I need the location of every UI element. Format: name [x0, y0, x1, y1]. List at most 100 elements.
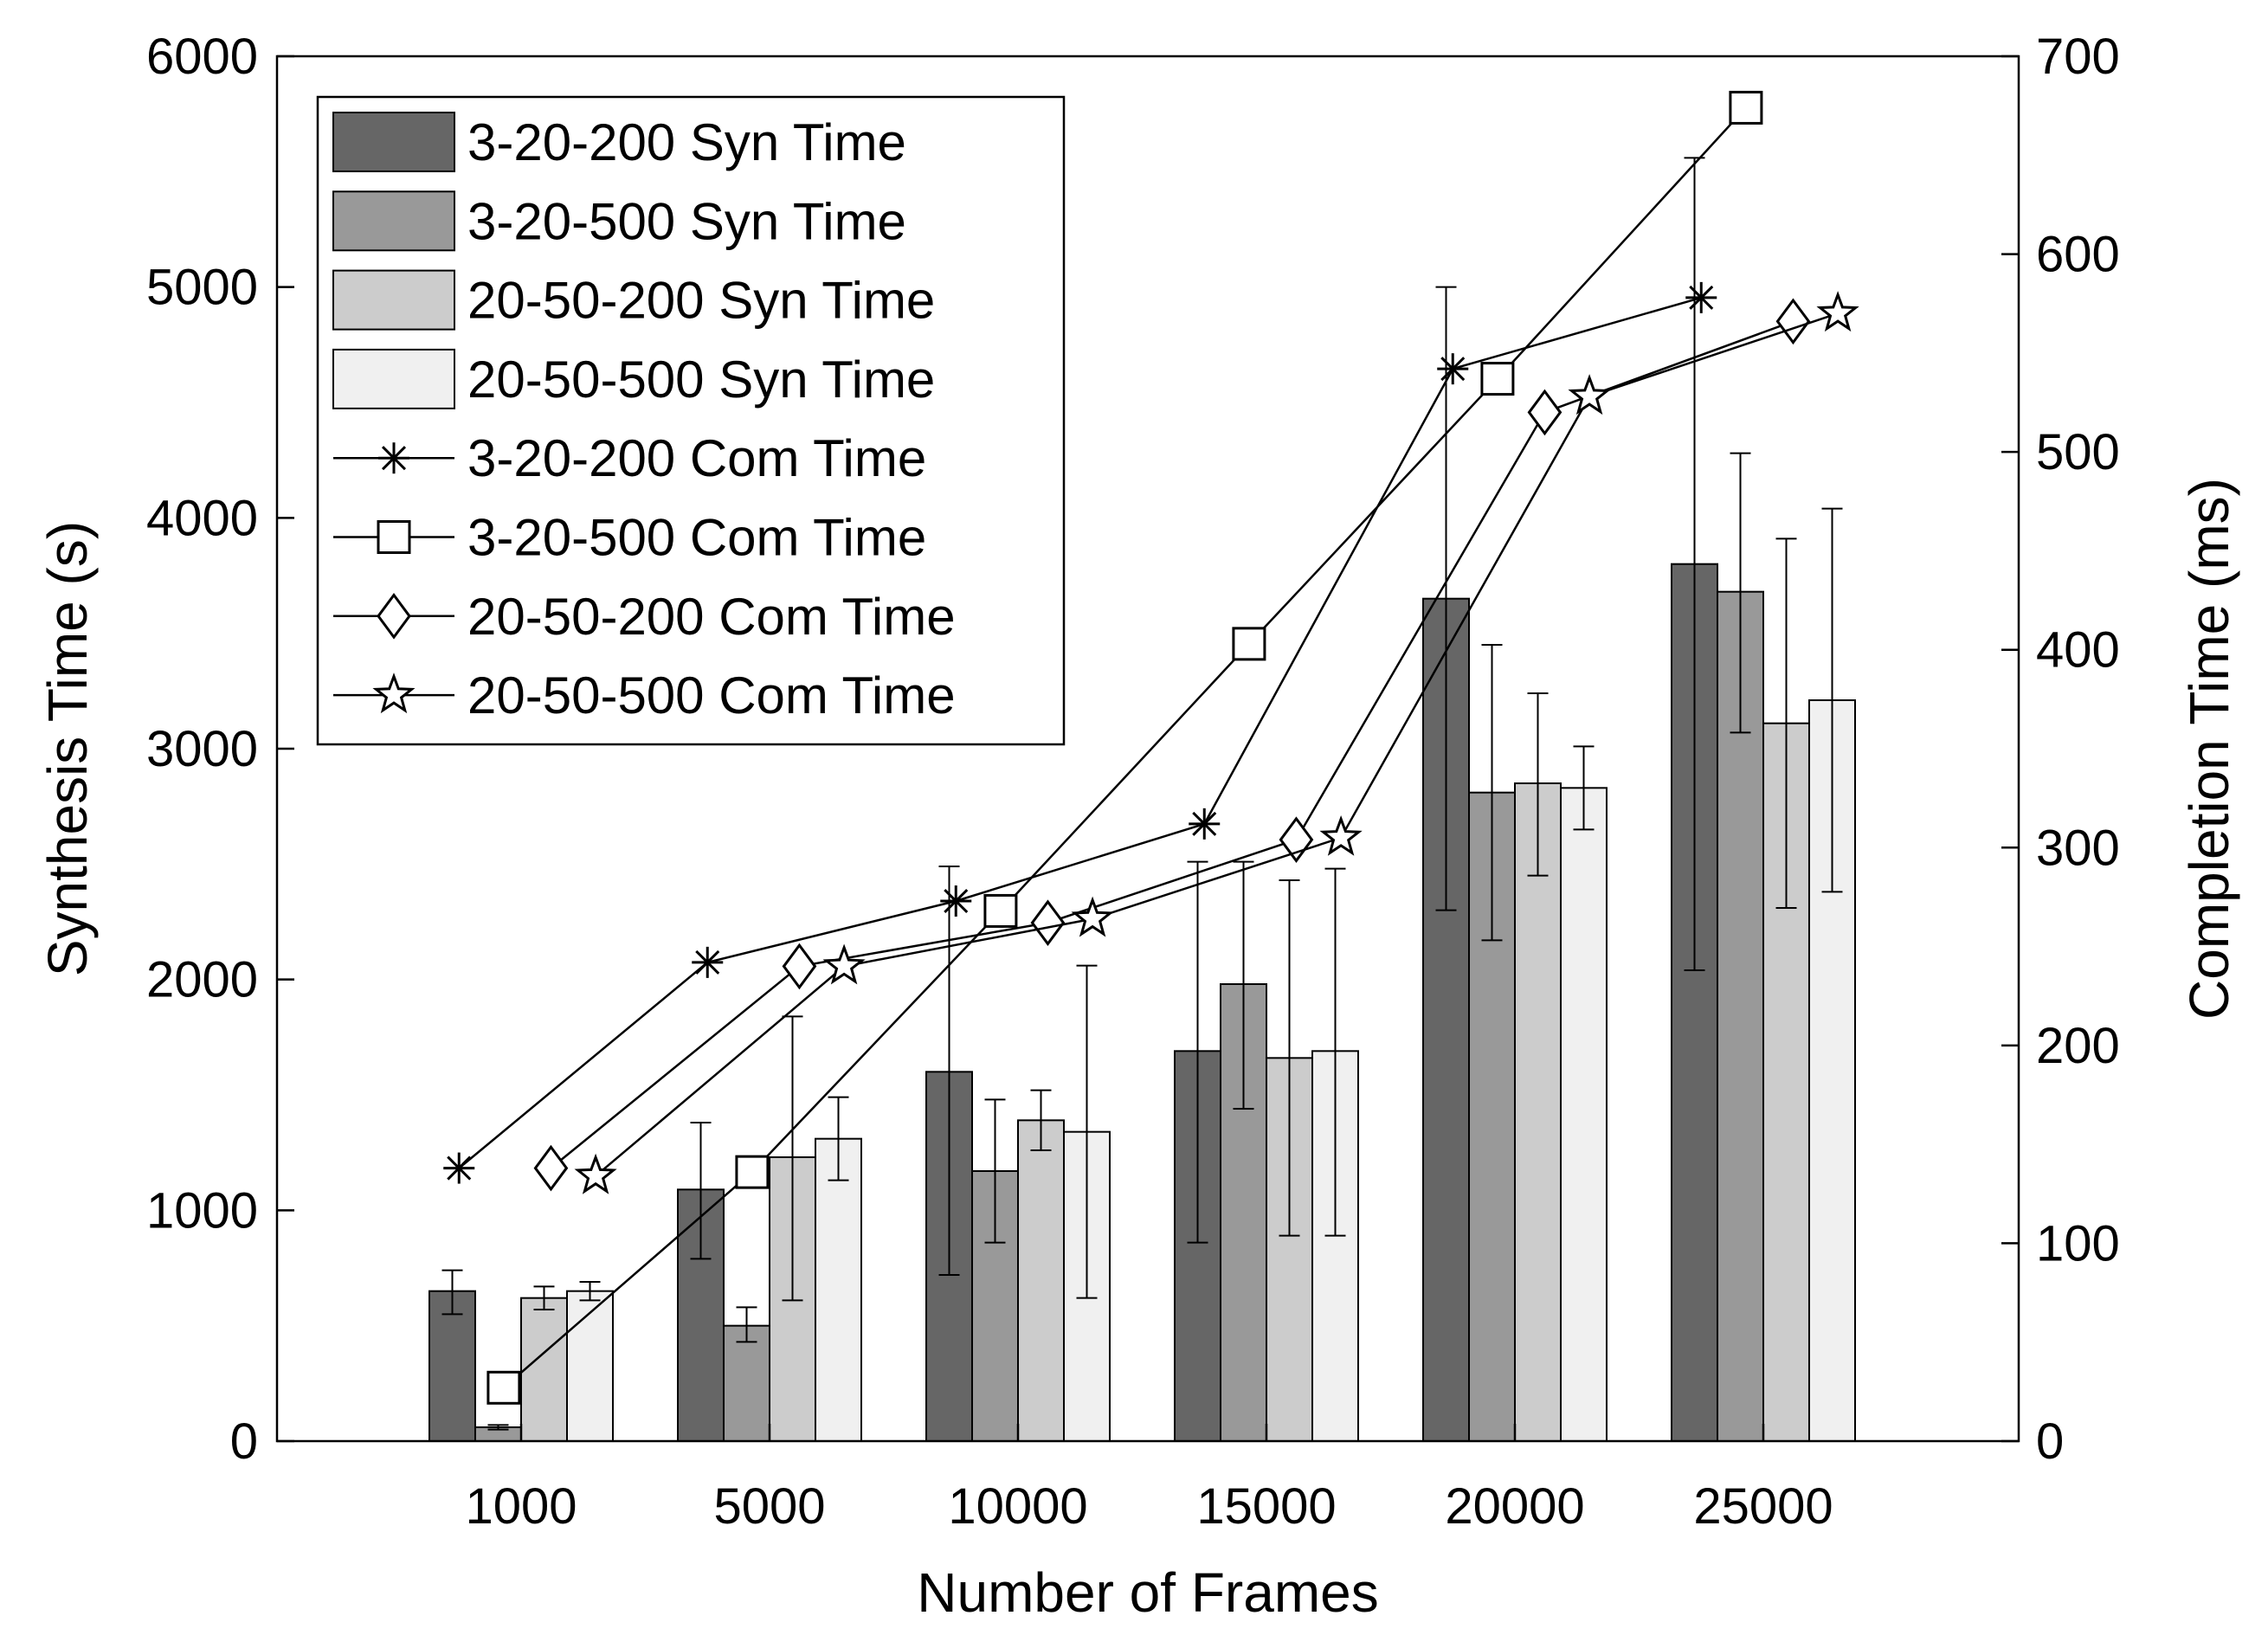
marker-s2-p2	[735, 1155, 770, 1189]
legend-marker-8-shape	[372, 673, 416, 714]
marker-s4-p5-shape	[1568, 374, 1611, 415]
marker-s3-p6	[1775, 298, 1811, 345]
legend-entry-6: 3-20-500 Com Time	[333, 509, 926, 567]
error-bar-s4-c4	[1324, 867, 1346, 1237]
marker-s2-p3	[983, 893, 1018, 928]
marker-s4-p6-shape	[1816, 291, 1859, 332]
y2-tick-label-4: 400	[2036, 622, 2120, 679]
error-bar-s1-c5	[1435, 286, 1457, 911]
marker-s2-p2-shape	[735, 1155, 770, 1189]
marker-s4-p4-shape	[1319, 814, 1363, 856]
legend-entry-8: 20-50-500 Com Time	[333, 666, 956, 724]
marker-s1-p4-stroke-3	[1192, 811, 1217, 836]
marker-s3-p5-shape	[1527, 389, 1562, 436]
axes-layer: 0 1000 2000 3000 4000 5000 6000 0 100 200 300 400 50…	[146, 29, 2120, 1535]
marker-s3-p2-shape	[782, 943, 817, 990]
y-tick-label-4: 4000	[146, 490, 258, 546]
marker-s1-p2	[692, 946, 724, 978]
marker-s1-p2-stroke-3	[695, 949, 720, 975]
marker-s3-p1	[533, 1144, 569, 1192]
legend: 3-20-200 Syn Time 3-20-500 Syn Time 20-50-…	[316, 95, 1066, 746]
marker-s4-p4	[1319, 814, 1363, 856]
marker-s3-p2	[782, 943, 817, 990]
marker-s2-p1-shape	[486, 1370, 521, 1405]
y2-tick-label-5: 500	[2036, 424, 2120, 480]
legend-swatch-2	[332, 190, 455, 252]
lines-layer	[443, 90, 1859, 1405]
marker-s2-p4	[1232, 627, 1266, 661]
error-bar-s4-c3	[1076, 964, 1098, 1299]
legend-marker-5	[378, 442, 409, 474]
error-bar-s2-c3	[984, 1098, 1006, 1244]
error-bar-s2-c4	[1233, 860, 1254, 1110]
legend-entry-2: 3-20-500 Syn Time	[332, 190, 906, 252]
marker-s3-p4-shape	[1279, 816, 1314, 863]
legend-entry-4: 20-50-500 Syn Time	[332, 348, 935, 409]
marker-s3-p3	[1030, 899, 1066, 946]
marker-s1-p3	[940, 885, 972, 917]
marker-s4-p5	[1568, 374, 1611, 415]
marker-s1-p6-stroke-3	[1689, 285, 1714, 310]
legend-marker-5-stroke-3	[381, 446, 407, 471]
y2-tick-label-7: 700	[2036, 29, 2120, 85]
x-axis-label: Number of Frames	[917, 1561, 1378, 1624]
error-bar-s1-c1	[441, 1269, 463, 1316]
marker-s2-p6-shape	[1729, 90, 1763, 125]
marker-s4-p2	[822, 943, 866, 985]
error-bars-layer	[441, 157, 1843, 1431]
marker-s3-p6-shape	[1775, 298, 1811, 345]
legend-swatch-4	[332, 348, 455, 409]
legend-swatch-3	[332, 269, 455, 331]
y-tick-label-0: 0	[230, 1413, 258, 1470]
y-tick-label-1: 1000	[146, 1182, 258, 1239]
x-tick-label-1: 5000	[713, 1478, 825, 1535]
legend-label-3: 20-50-200 Syn Time	[467, 272, 935, 330]
legend-marker-7	[377, 592, 411, 640]
bar-s4-c2	[815, 1137, 862, 1442]
marker-s2-p1	[486, 1370, 521, 1405]
error-bar-s3-c4	[1279, 879, 1300, 1237]
legend-entry-5: 3-20-200 Com Time	[333, 429, 926, 487]
marker-s4-p6	[1816, 291, 1859, 332]
error-bar-s1-c2	[690, 1122, 712, 1260]
marker-s1-p3-stroke-3	[944, 888, 969, 914]
marker-s3-p4	[1279, 816, 1314, 863]
legend-label-6: 3-20-500 Com Time	[467, 509, 926, 567]
error-bar-s2-c5	[1481, 644, 1503, 942]
y-tick-label-6: 6000	[146, 29, 258, 85]
marker-s2-p5-shape	[1480, 362, 1515, 396]
x-tick-label-4: 20000	[1445, 1478, 1584, 1535]
y-tick-label-5: 5000	[146, 260, 258, 316]
marker-s4-p2-shape	[822, 943, 866, 985]
legend-swatch-1	[332, 112, 455, 172]
bar-s4-c5	[1560, 787, 1608, 1442]
y-axis-label: Synthesis Time (s)	[36, 521, 99, 976]
bar-s3-c3	[1017, 1119, 1065, 1443]
bar-s3-c1	[520, 1297, 568, 1442]
y2-tick-label-2: 200	[2036, 1018, 2120, 1074]
y-tick-label-3: 3000	[146, 721, 258, 777]
error-bar-s2-c6	[1730, 452, 1751, 734]
x-tick-label-0: 1000	[465, 1478, 577, 1535]
error-bar-s4-c1	[579, 1281, 601, 1302]
bar-s1-c1	[428, 1290, 476, 1442]
y2-tick-label-0: 0	[2036, 1413, 2064, 1470]
bar-s3-c5	[1514, 782, 1562, 1442]
legend-label-8: 20-50-500 Com Time	[467, 666, 956, 724]
y2-tick-label-3: 300	[2036, 820, 2120, 876]
y2-axis-label: Completion Time (ms)	[2178, 478, 2240, 1020]
error-bar-s3-c6	[1775, 537, 1797, 909]
error-bar-s4-c2	[828, 1096, 849, 1181]
legend-marker-8	[372, 673, 416, 714]
marker-s3-p3-shape	[1030, 899, 1066, 946]
legend-marker-6	[377, 520, 411, 554]
marker-s1-p6	[1685, 281, 1717, 313]
error-bar-s4-c5	[1573, 745, 1595, 831]
legend-label-7: 20-50-200 Com Time	[467, 588, 956, 646]
legend-label-4: 20-50-500 Syn Time	[467, 351, 935, 409]
error-bar-s3-c3	[1030, 1089, 1052, 1151]
error-bar-s2-c1	[487, 1424, 509, 1431]
legend-entry-7: 20-50-200 Com Time	[333, 588, 956, 646]
x-tick-label-5: 25000	[1693, 1478, 1833, 1535]
marker-s1-p4	[1189, 808, 1221, 840]
